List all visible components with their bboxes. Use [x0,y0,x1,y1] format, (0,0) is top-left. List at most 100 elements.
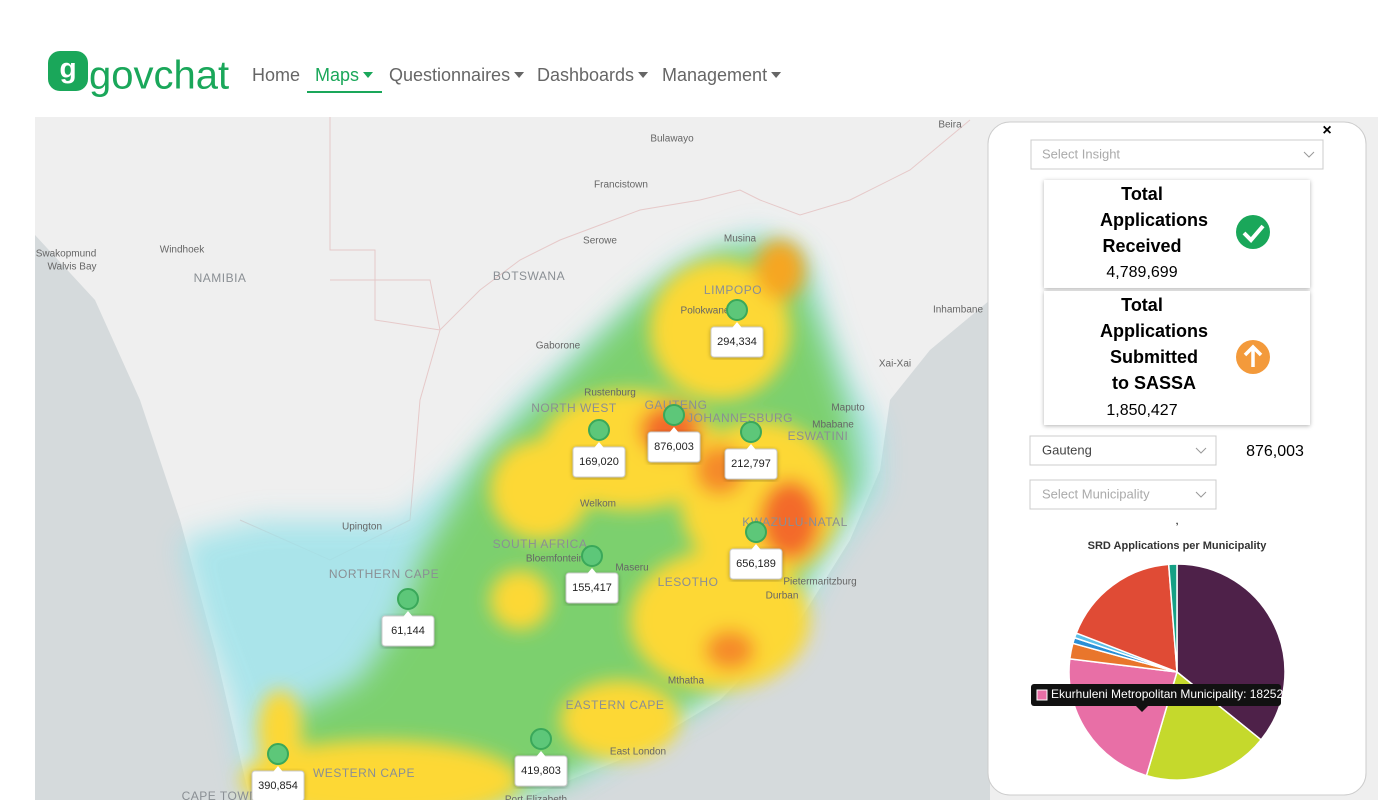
map-label: WESTERN CAPE [313,766,415,780]
nav: Home Maps Questionnaires Dashboards Manageme… [252,65,782,93]
tooltip [1031,684,1281,706]
pie-slice[interactable] [1167,563,1178,673]
check-mark [1242,224,1265,243]
marker-label: 155,417 [572,582,612,594]
check-icon [1236,215,1270,249]
province-value: 876,003 [1246,443,1304,460]
map-label: EASTERN CAPE [566,698,665,712]
pie-slice[interactable] [1075,563,1178,674]
map-label: Musina [724,234,757,245]
nav-item[interactable]: Maps [315,65,359,85]
insight-placeholder: Select Insight [1042,146,1120,161]
map-label: Port Elizabeth [505,795,567,800]
province-select[interactable] [1029,435,1217,466]
map-label: Bulawayo [650,134,694,145]
map-label: NAMIBIA [194,271,247,285]
map-label: Beira [938,120,962,131]
marker-label: 212,797 [731,458,771,470]
municipality-select[interactable] [1029,479,1217,510]
map-label: Serowe [583,236,617,247]
chevron [1303,151,1315,158]
map-label: Rustenburg [584,388,636,399]
map-label: SOUTH AFRICA [493,537,588,551]
marker[interactable] [581,545,603,567]
card-title: to SASSA [1112,373,1196,393]
logo-badge [48,51,88,91]
card-title: Total [1121,184,1163,204]
marker-label: 294,334 [717,336,757,348]
tooltip-pointer [1136,706,1148,712]
map-label: Francistown [594,180,648,191]
map-label: Walvis Bay [47,262,96,273]
marker[interactable] [740,421,762,443]
marker-label: 169,020 [579,456,619,468]
caret [638,72,649,78]
separator: , [1175,513,1178,527]
active-underline [307,91,382,93]
card-title: Applications [1100,321,1208,341]
marker[interactable] [745,521,767,543]
card-value: 1,850,427 [1106,402,1177,419]
map-label: JOHANNESBURG [687,411,793,425]
card-title: Total [1121,295,1163,315]
map-label: East London [610,747,666,758]
marker[interactable] [530,728,552,750]
map-label: NORTHERN CAPE [329,567,439,581]
marker-label: 876,003 [654,441,694,453]
close-button[interactable]: × [1322,122,1331,139]
tooltip-text: Ekurhuleni Metropolitan Municipality: 18… [1051,687,1290,701]
nav-item[interactable]: Dashboards [537,65,634,85]
map-label: LIMPOPO [704,283,762,297]
marker[interactable] [663,404,685,426]
card-value: 4,789,699 [1106,264,1177,281]
insight-select[interactable] [1030,139,1324,170]
map-label: KWAZULU-NATAL [742,515,848,529]
map-label: Upington [342,522,382,533]
marker[interactable] [267,743,289,765]
up-arrow [1243,344,1263,367]
marker[interactable] [726,299,748,321]
map-label: BOTSWANA [493,269,565,283]
caret [514,72,525,78]
marker-label: 61,144 [391,625,425,637]
marker[interactable] [588,419,610,441]
chevron [1195,447,1207,454]
marker-label-pointer [587,568,597,574]
tooltip-swatch [1036,689,1048,701]
map-label: Welkom [580,499,616,510]
map-label: Polokwane [681,306,730,317]
map-label: Windhoek [160,245,205,256]
marker-label-pointer [273,766,283,772]
caret [771,72,782,78]
map-label: Swakopmund [36,249,97,260]
municipality-placeholder: Select Municipality [1042,486,1150,501]
map-label: Mbabane [812,420,854,431]
map-label: NORTH WEST [531,401,617,415]
marker-label: 419,803 [521,765,561,777]
card-title: Submitted [1110,347,1198,367]
map-label: Maseru [615,563,648,574]
map-label: Pietermaritzburg [783,577,856,588]
marker-label-pointer [732,322,742,328]
nav-item[interactable]: Management [662,65,767,85]
chevron [1195,491,1207,498]
map-label: Mthatha [668,676,705,687]
nav-item[interactable]: Home [252,65,300,85]
marker-label-pointer [536,751,546,757]
marker-label-pointer [594,442,604,448]
nav-item[interactable]: Questionnaires [389,65,510,85]
pie [1068,563,1286,781]
logo-text[interactable]: govchat [89,54,229,98]
pie-title: SRD Applications per Municipality [1088,540,1268,552]
map-label: LESOTHO [658,575,719,589]
marker-label-pointer [669,427,679,433]
province: Gauteng [1042,442,1092,457]
marker-label-pointer [751,544,761,550]
card-title: Received [1102,236,1181,256]
caret [363,72,374,78]
marker-label: 390,854 [258,780,298,792]
marker[interactable] [397,588,419,610]
map-label: ESWATINI [788,429,849,443]
